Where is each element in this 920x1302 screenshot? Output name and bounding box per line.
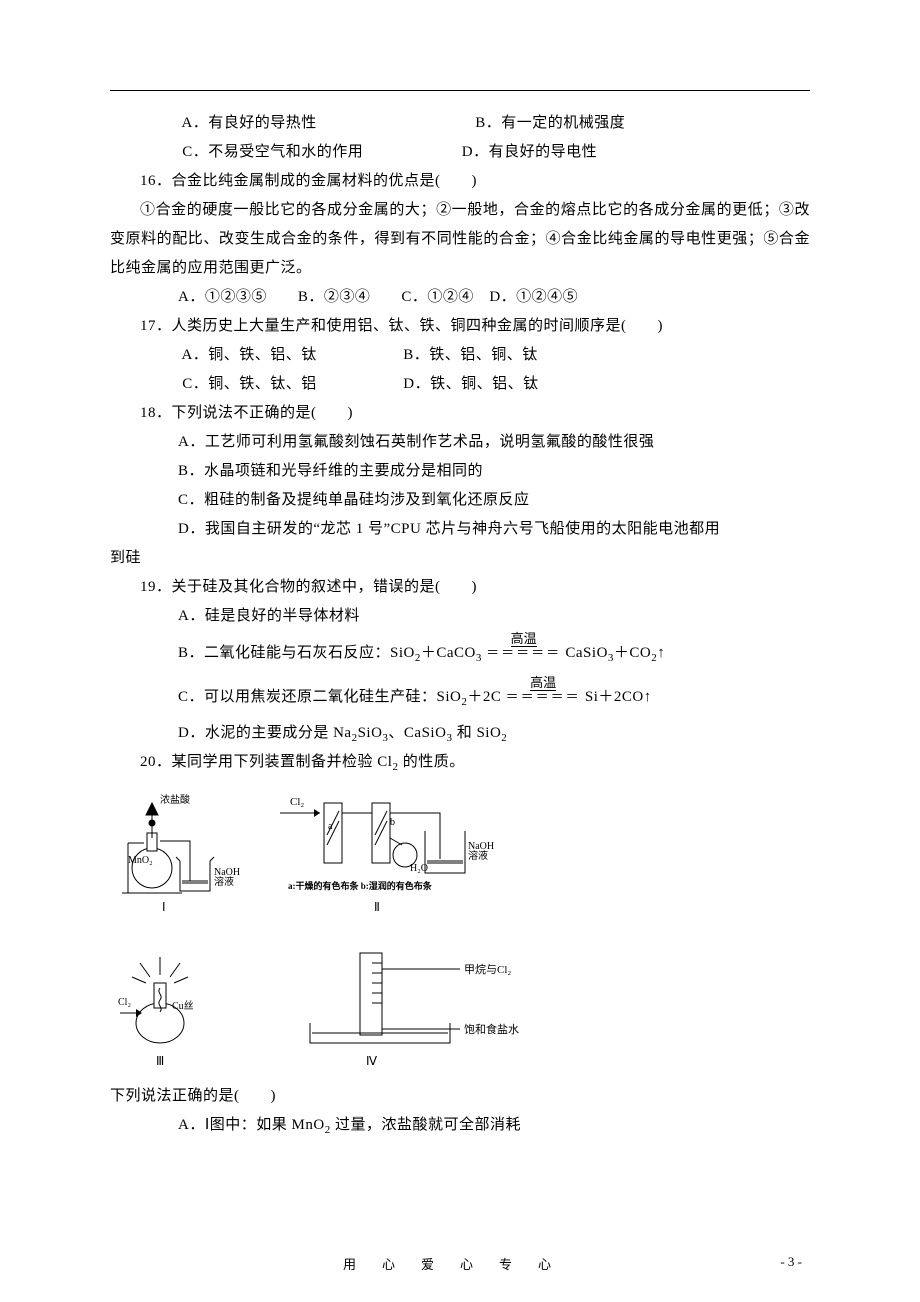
q17-opt-d: D．铁、铜、铝、钛 <box>403 376 538 392</box>
q18-opt-c: C．粗硅的制备及提纯单晶硅均涉及到氧化还原反应 <box>110 486 810 515</box>
q19-c-mid: ＋2C <box>467 689 501 705</box>
q19-opt-b: B．二氧化硅能与石灰石反应：SiO2＋CaCO3 高温 ＝＝＝＝＝ CaSiO3… <box>110 631 810 675</box>
q16-stem: 16．合金比纯金属制成的金属材料的优点是( ) <box>110 167 810 196</box>
label-naoh2b: 溶液 <box>468 849 488 862</box>
q15-opt-b: B．有一定的机械强度 <box>475 115 625 131</box>
page-container: A．有良好的导热性 B．有一定的机械强度 C．不易受空气和水的作用 D．有良好的… <box>0 0 920 1200</box>
q19-b-post: CaSiO <box>565 645 608 661</box>
q17-row2: C．铜、铁、钛、铝 D．铁、铜、铝、钛 <box>110 370 810 399</box>
q19-d-m2: 、CaSiO <box>388 725 446 741</box>
q19-opt-d: D．水泥的主要成分是 Na2SiO3、CaSiO3 和 SiO2 <box>110 719 810 748</box>
q18-opt-b: B．水晶项链和光导纤维的主要成分是相同的 <box>110 457 810 486</box>
roman-III: Ⅲ <box>156 1054 164 1068</box>
label-naoh1b: 溶液 <box>214 875 234 888</box>
panel-I <box>122 803 214 893</box>
q19-d-pre: D．水泥的主要成分是 Na <box>178 725 352 741</box>
roman-IV: Ⅳ <box>366 1054 377 1068</box>
q16-body: ①合金的硬度一般比它的各成分金属的大；②一般地，合金的熔点比它的各成分金属的更低… <box>110 196 810 283</box>
label-cu: Cu丝 <box>172 1000 194 1012</box>
q20-opt-a: A．Ⅰ图中：如果 MnO2 过量，浓盐酸就可全部消耗 <box>110 1111 810 1140</box>
eq-top-2: 高温 <box>530 676 556 691</box>
label-b: b <box>390 817 395 828</box>
q18-opt-d-tail: 到硅 <box>110 544 810 573</box>
q20-stem: 20．某同学用下列装置制备并检验 Cl2 的性质。 <box>110 748 810 777</box>
q17-opt-c: C．铜、铁、钛、铝 <box>182 376 317 392</box>
q15-opt-c: C．不易受空气和水的作用 <box>182 144 363 160</box>
label-ch4: 甲烷与Cl₂ <box>464 962 511 976</box>
q15-opt-d: D．有良好的导电性 <box>462 144 597 160</box>
q17-stem: 17．人类历史上大量生产和使用铝、钛、铁、铜四种金属的时间顺序是( ) <box>110 312 810 341</box>
q15-opts-row2: C．不易受空气和水的作用 D．有良好的导电性 <box>110 138 810 167</box>
top-rule <box>110 90 810 91</box>
roman-I: Ⅰ <box>162 900 166 914</box>
q19-c-pre: C．可以用焦炭还原二氧化硅生产硅：SiO <box>178 689 461 705</box>
q20-below: 下列说法正确的是( ) <box>110 1082 810 1111</box>
diagram-svg: 浓盐酸 MnO₂ NaOH 溶液 Ⅰ <box>110 783 570 1073</box>
q19-opt-c: C．可以用焦炭还原二氧化硅生产硅：SiO2＋2C 高温 ＝＝＝＝＝ Si＋2CO… <box>110 675 810 719</box>
label-nacl: 饱和食盐水 <box>464 1022 519 1036</box>
q20-a-post: 过量，浓盐酸就可全部消耗 <box>331 1117 521 1133</box>
label-cl2-in: Cl₂ <box>118 997 131 1008</box>
q17-row1: A．铜、铁、铝、钛 B．铁、铝、铜、钛 <box>110 341 810 370</box>
reaction-arrow-icon: 高温 ＝＝＝＝＝ <box>506 690 581 705</box>
q18-stem: 18．下列说法不正确的是( ) <box>110 399 810 428</box>
footer-page-number: - 3 - <box>780 1254 802 1270</box>
q16-opts: A．①②③⑤ B．②③④ C．①②④ D．①②④⑤ <box>110 283 810 312</box>
panel-II <box>280 803 465 873</box>
q20-stem-post: 的性质。 <box>398 754 464 770</box>
label-a: a <box>328 821 333 832</box>
label-caption: a:干燥的有色布条 b:湿润的有色布条 <box>288 880 433 891</box>
label-cl2-arrow: Cl₂ <box>290 796 304 808</box>
eq-top-1: 高温 <box>511 632 537 647</box>
label-hcl: 浓盐酸 <box>160 793 190 806</box>
reaction-arrow-icon: 高温 ＝＝＝＝＝ <box>486 646 561 661</box>
q17-opt-a: A．铜、铁、铝、钛 <box>181 347 316 363</box>
q19-b-pre: B．二氧化硅能与石灰石反应：SiO <box>178 645 415 661</box>
q20-stem-pre: 20．某同学用下列装置制备并检验 Cl <box>140 754 392 770</box>
q19-b-mid: ＋CaCO <box>421 645 476 661</box>
q18-opt-d: D．我国自主研发的“龙芯 1 号”CPU 芯片与神舟六号飞船使用的太阳能电池都用 <box>110 515 810 544</box>
panel-IV <box>310 953 460 1043</box>
roman-II: Ⅱ <box>374 900 380 914</box>
label-h2o: H₂O <box>410 863 428 874</box>
q19-c-post: Si＋2CO↑ <box>585 689 652 705</box>
q15-opt-a: A．有良好的导热性 <box>181 115 316 131</box>
q19-d-m1: SiO <box>358 725 383 741</box>
q20-a-pre: A．Ⅰ图中：如果 MnO <box>178 1117 325 1133</box>
q19-opt-a: A．硅是良好的半导体材料 <box>110 602 810 631</box>
q19-stem: 19．关于硅及其化合物的叙述中，错误的是( ) <box>110 573 810 602</box>
q19-b-end: ＋CO <box>614 645 651 661</box>
q19-d-m3: 和 SiO <box>452 725 501 741</box>
q17-opt-b: B．铁、铝、铜、钛 <box>403 347 538 363</box>
q18-opt-a: A．工艺师可利用氢氟酸刻蚀石英制作艺术品，说明氢氟酸的酸性很强 <box>110 428 810 457</box>
apparatus-diagrams: 浓盐酸 MnO₂ NaOH 溶液 Ⅰ <box>110 783 810 1078</box>
q15-opts-row1: A．有良好的导热性 B．有一定的机械强度 <box>110 109 810 138</box>
label-mno2: MnO₂ <box>128 855 153 866</box>
